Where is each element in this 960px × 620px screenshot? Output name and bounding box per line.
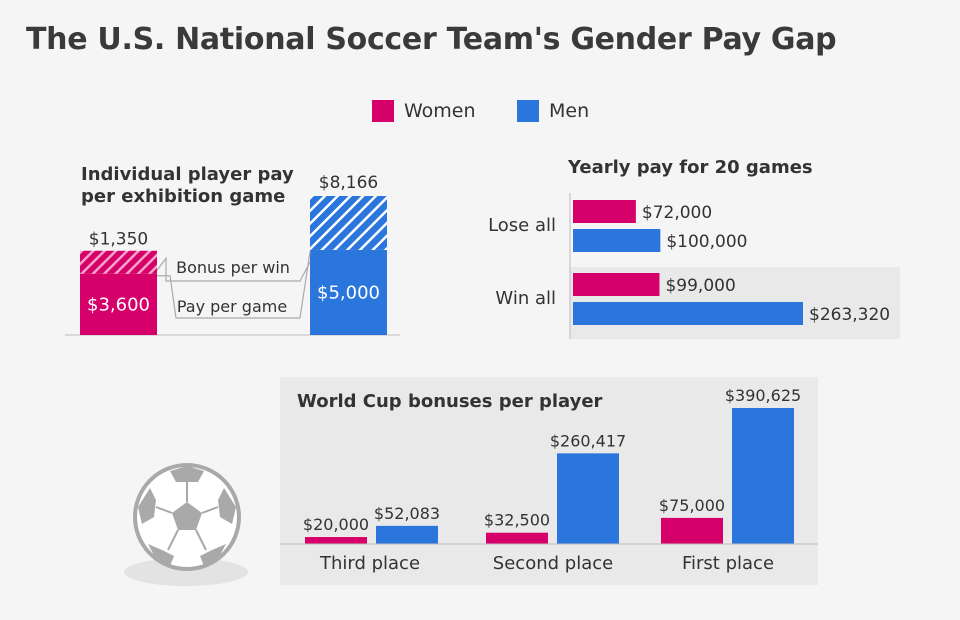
category-first-place: First place (682, 553, 774, 574)
worldcup-panel (280, 377, 818, 585)
category-second-place: Second place (493, 553, 613, 574)
soccer-ball-icon (124, 463, 248, 586)
label-men-second-place: $260,417 (550, 431, 626, 450)
exhibition-chart-title-line-1: Individual player pay (81, 164, 294, 185)
annotation-bonus-per-win: Bonus per win (176, 258, 290, 277)
yearly-category-lose-all: Lose all (488, 215, 556, 236)
label-total-men: $8,166 (319, 173, 378, 193)
label-men-third-place: $52,083 (374, 504, 440, 523)
bar-women-third-place (305, 537, 367, 544)
bar-men-first-place (732, 408, 794, 544)
label-men-win-all: $263,320 (809, 305, 890, 325)
legend-swatch-women (372, 100, 394, 122)
worldcup-chart: $20,000 $52,083 Third place $32,500 $260,417… (280, 386, 818, 574)
legend-item-women: Women (372, 100, 476, 122)
bar-men-second-place (557, 453, 619, 544)
yearly-category-win-all: Win all (495, 288, 556, 309)
annotation-pay-per-game: Pay per game (177, 297, 287, 316)
bar-pay-men (310, 249, 387, 335)
exhibition-chart-title-line-2: per exhibition game (81, 186, 286, 207)
exhibition-chart-title: Individual player pay per exhibition gam… (81, 164, 294, 208)
bar-bonus-women (80, 250, 157, 274)
label-men-first-place: $390,625 (725, 386, 801, 405)
category-third-place: Third place (319, 553, 420, 574)
label-women-lose-all: $72,000 (642, 203, 712, 223)
legend-item-men: Men (517, 100, 589, 122)
bar-pay-women (80, 273, 157, 335)
bar-men-third-place (376, 525, 438, 544)
label-women-third-place: $20,000 (303, 515, 369, 534)
page-title: The U.S. National Soccer Team's Gender P… (26, 22, 837, 57)
bar-men-win-all (573, 302, 803, 325)
exhibition-chart: $3,600 $1,350 $5,000 $8,166 Bonus per win Pay… (65, 173, 400, 336)
label-women-first-place: $75,000 (659, 496, 725, 515)
bar-men-lose-all (573, 229, 661, 252)
label-bonus-women: $1,350 (89, 230, 148, 250)
worldcup-chart-title: World Cup bonuses per player (297, 391, 603, 412)
label-pay-women: $3,600 (87, 294, 150, 315)
yearly-chart: Lose all $72,000 $100,000 Win all $99,000 $26… (488, 193, 900, 339)
bar-women-lose-all (573, 200, 636, 223)
yearly-chart-title: Yearly pay for 20 games (568, 157, 813, 178)
bar-bonus-men (310, 196, 387, 250)
connector-bonus-per-win (156, 256, 311, 282)
bar-women-win-all (573, 273, 660, 296)
bar-women-second-place (486, 532, 548, 544)
legend-label-women: Women (404, 100, 476, 122)
label-men-lose-all: $100,000 (666, 232, 747, 252)
legend-swatch-men (517, 100, 539, 122)
label-women-win-all: $99,000 (665, 276, 735, 296)
label-pay-men: $5,000 (317, 282, 380, 303)
bar-women-first-place (661, 517, 723, 544)
legend-label-men: Men (549, 100, 590, 122)
label-women-second-place: $32,500 (484, 511, 550, 530)
